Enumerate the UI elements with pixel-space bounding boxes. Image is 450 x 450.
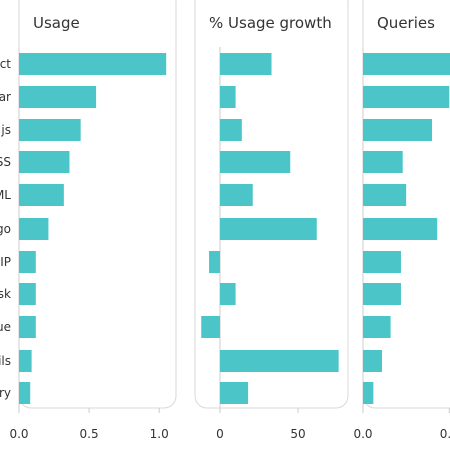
bar bbox=[363, 283, 401, 305]
bar bbox=[363, 316, 391, 338]
bar bbox=[363, 350, 382, 372]
row-label: go bbox=[0, 222, 11, 236]
bar bbox=[363, 184, 407, 206]
row-label: ils bbox=[0, 354, 11, 368]
bar bbox=[219, 86, 236, 108]
bar bbox=[219, 119, 242, 141]
panel-2: Queries 0.0 0.5 bbox=[353, 0, 450, 441]
row-label: ue bbox=[0, 320, 11, 334]
tick-label: 0.0 bbox=[9, 427, 28, 441]
row-label: IP bbox=[0, 255, 11, 269]
row-label: ry bbox=[0, 386, 11, 400]
bar bbox=[19, 251, 36, 273]
row-label: SS bbox=[0, 155, 11, 169]
bar bbox=[363, 119, 433, 141]
bar bbox=[363, 86, 450, 108]
panel-title: % Usage growth bbox=[209, 14, 332, 32]
bar bbox=[19, 283, 36, 305]
tick-label: 50 bbox=[290, 427, 305, 441]
row-label: js bbox=[0, 123, 11, 137]
bar bbox=[219, 184, 253, 206]
bar bbox=[19, 382, 31, 404]
panel-frame bbox=[194, 0, 349, 409]
bar bbox=[209, 251, 220, 273]
bar bbox=[19, 119, 81, 141]
bar bbox=[219, 151, 291, 173]
bar bbox=[219, 53, 272, 75]
bar bbox=[219, 350, 339, 372]
bar bbox=[363, 251, 401, 273]
bar bbox=[19, 151, 70, 173]
bar bbox=[19, 350, 32, 372]
bar bbox=[19, 316, 36, 338]
bar bbox=[219, 218, 317, 240]
bar bbox=[363, 382, 374, 404]
bar bbox=[363, 151, 403, 173]
bar bbox=[19, 218, 49, 240]
bar bbox=[19, 53, 167, 75]
bar bbox=[219, 283, 236, 305]
tick-label: 0 bbox=[216, 427, 224, 441]
bar bbox=[19, 184, 64, 206]
panel-title: Queries bbox=[377, 14, 435, 32]
panel-0: Usage 0.0 0.5 1.0 bbox=[9, 0, 177, 441]
row-label: ct bbox=[0, 57, 11, 71]
panel-1: % Usage growth 0 50 bbox=[194, 0, 349, 441]
tick-label: 0.5 bbox=[80, 427, 99, 441]
bar bbox=[201, 316, 220, 338]
bar bbox=[363, 218, 438, 240]
bar bbox=[19, 86, 97, 108]
bar bbox=[363, 53, 450, 75]
row-label: ar bbox=[0, 90, 11, 104]
row-label: sk bbox=[0, 287, 11, 301]
panel-title: Usage bbox=[33, 14, 80, 32]
tick-label: 1.0 bbox=[150, 427, 169, 441]
bar bbox=[219, 382, 249, 404]
row-label: ML bbox=[0, 188, 11, 202]
tick-label: 0.0 bbox=[353, 427, 372, 441]
tick-label: 0.5 bbox=[440, 427, 450, 441]
